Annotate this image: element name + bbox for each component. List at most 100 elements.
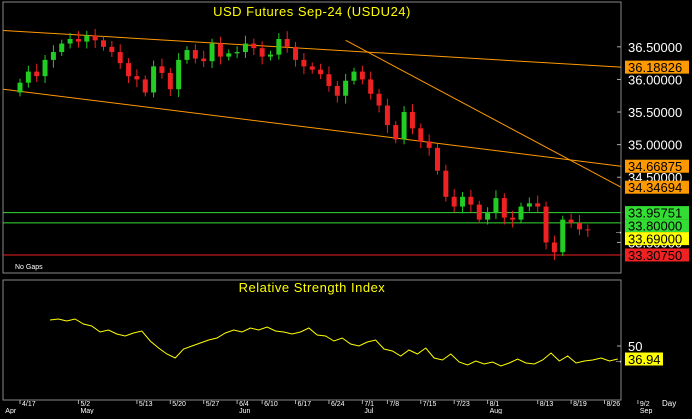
candle-body bbox=[510, 217, 516, 220]
current-price-arrow: → bbox=[614, 226, 623, 236]
candle-body bbox=[435, 147, 440, 171]
x-tick-label: 5/20 bbox=[172, 401, 186, 408]
trendline bbox=[3, 30, 622, 68]
candle-body bbox=[468, 196, 474, 205]
candle-body bbox=[159, 66, 165, 73]
candle-body bbox=[84, 35, 90, 42]
x-tick-label: 8/1 bbox=[490, 401, 500, 408]
candle-body bbox=[184, 50, 190, 60]
rsi-title: Relative Strength Index bbox=[239, 280, 386, 295]
x-tick-label: 7/8 bbox=[389, 401, 399, 408]
no-gaps-note: No Gaps bbox=[15, 264, 43, 271]
trendline bbox=[345, 39, 622, 188]
x-tick-label: 4/17 bbox=[22, 401, 36, 408]
candle-body bbox=[426, 141, 432, 148]
x-tick-label: 8/19 bbox=[573, 401, 587, 408]
price-label-box bbox=[625, 180, 689, 194]
x-tick-label: 7/1 bbox=[364, 401, 374, 408]
candle-body bbox=[409, 112, 415, 129]
price-axis: 36.5000036.0000035.5000035.0000034.50000… bbox=[628, 40, 682, 251]
candle-body bbox=[25, 71, 31, 83]
candle-body bbox=[101, 40, 106, 47]
candle-body bbox=[384, 105, 390, 126]
candle-body bbox=[251, 43, 257, 49]
candle-body bbox=[226, 53, 232, 57]
candle-body bbox=[142, 79, 148, 93]
price-tick-label: 35.50000 bbox=[628, 105, 682, 120]
rsi-line bbox=[49, 318, 618, 367]
rsi-value-box bbox=[625, 352, 663, 366]
candle-body bbox=[284, 38, 290, 47]
price-label-box bbox=[625, 159, 689, 173]
candle-body bbox=[92, 35, 98, 41]
price-label-text: 33.30750 bbox=[628, 248, 682, 263]
candle-body bbox=[343, 80, 349, 96]
period-label: Day bbox=[662, 399, 676, 408]
candle-body bbox=[451, 196, 457, 207]
x-tick-label: 7/15 bbox=[423, 401, 437, 408]
candle-body bbox=[167, 72, 173, 90]
price-label-text: 34.66875 bbox=[628, 159, 682, 174]
rsi-value-arrow: → bbox=[614, 355, 623, 365]
candle-body bbox=[59, 43, 65, 53]
x-tick-label: 5/13 bbox=[139, 401, 153, 408]
x-tick-label: 6/10 bbox=[264, 401, 278, 408]
price-label-text: 36.18826 bbox=[628, 60, 682, 75]
candle-body bbox=[535, 203, 541, 207]
trendlines bbox=[3, 30, 622, 188]
chart-title: USD Futures Sep-24 (USDU24) bbox=[213, 4, 411, 19]
price-tick-label: 36.50000 bbox=[628, 40, 682, 55]
candle-body bbox=[151, 66, 157, 93]
candle-body bbox=[560, 219, 566, 253]
candle-body bbox=[351, 71, 357, 81]
candle-body bbox=[192, 50, 198, 59]
month-label: May bbox=[80, 408, 94, 414]
price-label-text: 33.95751 bbox=[628, 206, 682, 221]
candle-body bbox=[50, 52, 56, 60]
x-axis: 4/17 5/2 5/13 5/20 5/27 6/4 6/10 6/17 6/24 7/1 7/8… bbox=[3, 399, 653, 415]
candle-body bbox=[501, 198, 507, 218]
candle-body bbox=[217, 43, 223, 57]
candle-body bbox=[318, 69, 324, 75]
price-tick-label: 35.00000 bbox=[628, 138, 682, 153]
candle-body bbox=[526, 203, 532, 207]
x-tick-label: 8/26 bbox=[607, 401, 621, 408]
candle-body bbox=[209, 43, 215, 62]
candle-body bbox=[201, 58, 207, 62]
candle-body bbox=[576, 222, 582, 230]
trendline bbox=[3, 88, 622, 167]
candle-body bbox=[42, 59, 48, 77]
month-label: Sep bbox=[640, 408, 653, 414]
x-tick-label: 6/4 bbox=[239, 401, 249, 408]
price-label-box bbox=[625, 206, 689, 220]
candle-body bbox=[518, 206, 524, 220]
price-panel-frame bbox=[2, 1, 622, 274]
candle-body bbox=[485, 213, 491, 220]
x-tick-label: 7/23 bbox=[456, 401, 470, 408]
candle-body bbox=[259, 48, 265, 57]
candle-body bbox=[418, 128, 424, 142]
month-label: Aug bbox=[490, 408, 503, 414]
candle-body bbox=[568, 219, 574, 223]
candle-body bbox=[134, 76, 140, 80]
candle-body bbox=[109, 46, 115, 53]
x-tick-label: 5/2 bbox=[80, 401, 90, 408]
rsi-tick-label: 50 bbox=[628, 339, 642, 354]
rsi-panel-frame bbox=[2, 279, 622, 401]
rsi-polyline bbox=[49, 318, 618, 367]
month-label: Jun bbox=[239, 408, 250, 414]
price-label-box bbox=[625, 248, 689, 262]
candle-body bbox=[359, 71, 365, 80]
candle-body bbox=[476, 204, 482, 220]
candle-body bbox=[376, 93, 382, 106]
candle-body bbox=[326, 74, 332, 86]
candle-body bbox=[67, 38, 73, 44]
candle-body bbox=[276, 38, 282, 55]
horizontal-levels bbox=[3, 212, 621, 256]
price-label-box bbox=[625, 60, 689, 74]
candle-body bbox=[543, 206, 549, 243]
x-tick-label: 9/2 bbox=[640, 401, 650, 408]
candle-body bbox=[585, 229, 591, 231]
